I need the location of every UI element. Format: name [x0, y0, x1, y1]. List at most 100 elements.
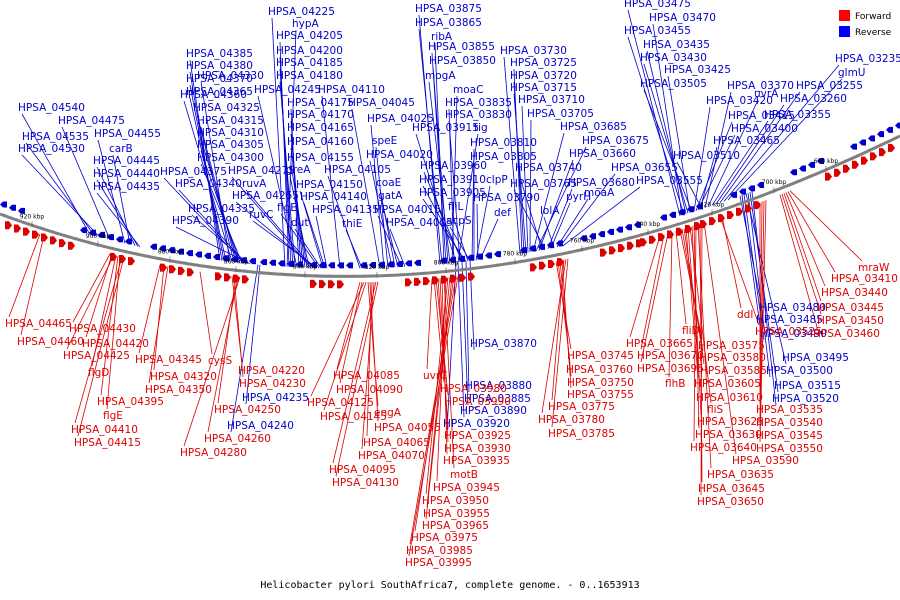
forward-gene-mark: [441, 275, 448, 284]
scale-tick-label: 880 kbp: [158, 249, 183, 256]
reverse-gene-label: clpP: [486, 174, 508, 186]
reverse-leader-line: [535, 146, 587, 252]
forward-leader-line: [759, 200, 765, 430]
forward-leader-line: [217, 276, 237, 404]
forward-gene-label: HPSA_03450: [817, 315, 884, 327]
reverse-leader-line: [61, 126, 111, 241]
reverse-gene-mark: [485, 252, 492, 259]
forward-gene-mark: [879, 148, 886, 157]
reverse-gene-label: HPSA_04445: [93, 155, 160, 167]
forward-leader-line: [336, 282, 361, 370]
reverse-leader-line: [200, 163, 243, 264]
reverse-gene-mark: [80, 227, 87, 234]
reverse-leader-line: [676, 161, 703, 209]
reverse-gene-label: HPSA_04180: [276, 70, 343, 82]
reverse-gene-label: HPSA_04360: [180, 89, 247, 101]
reverse-leader-line: [448, 120, 461, 263]
reverse-gene-label: HPSA_04165: [287, 122, 354, 134]
forward-gene-mark: [68, 241, 75, 250]
forward-gene-mark: [548, 259, 555, 268]
reverse-leader-line: [465, 261, 470, 393]
forward-gene-mark: [618, 244, 625, 253]
reverse-gene-mark: [449, 256, 456, 263]
reverse-leader-line: [719, 91, 801, 203]
forward-gene-mark: [727, 210, 734, 219]
reverse-leader-line: [559, 173, 616, 247]
reverse-leader-line: [727, 78, 843, 201]
reverse-gene-mark: [476, 253, 483, 260]
forward-gene-mark: [649, 235, 656, 244]
forward-gene-mark: [609, 246, 616, 255]
forward-gene-label: HPSA_04350: [145, 384, 212, 396]
reverse-leader-line: [547, 188, 573, 249]
reverse-leader-line: [321, 95, 341, 269]
forward-gene-label: HPSA_03665: [626, 338, 693, 350]
forward-leader-line: [443, 277, 455, 469]
forward-leader-line: [335, 281, 379, 477]
forward-gene-mark: [110, 252, 117, 261]
reverse-leader-line: [521, 105, 529, 253]
forward-gene-label: HPSA_03955: [423, 508, 490, 520]
forward-gene-label: HPSA_04095: [329, 464, 396, 476]
forward-leader-line: [759, 201, 763, 417]
reverse-gene-label: HPSA_03905: [419, 187, 486, 199]
forward-leader-line: [551, 258, 569, 428]
reverse-gene-label: gatA: [378, 190, 403, 202]
reverse-gene-label: HPSA_03685: [560, 121, 627, 133]
reverse-leader-line: [513, 81, 525, 254]
reverse-leader-line: [289, 175, 310, 268]
reverse-gene-label: HPSA_04310: [197, 127, 264, 139]
reverse-gene-mark: [790, 169, 797, 176]
forward-gene-mark: [14, 224, 21, 233]
reverse-leader-line: [178, 189, 247, 264]
reverse-leader-line: [449, 226, 471, 262]
forward-gene-label: HPSA_03575: [698, 340, 765, 352]
reverse-leader-line: [741, 194, 761, 327]
forward-leader-line: [779, 194, 818, 328]
reverse-gene-label: pyrH: [566, 191, 591, 203]
forward-leader-line: [74, 256, 123, 424]
figure-caption: Helicobacter pylori SouthAfrica7, comple…: [260, 580, 639, 591]
reverse-leader-line: [745, 193, 787, 365]
forward-leader-line: [687, 227, 701, 392]
reverse-gene-label: HPSA_04375: [160, 166, 227, 178]
reverse-gene-mark: [547, 242, 554, 249]
reverse-leader-line: [381, 201, 399, 268]
reverse-gene-label: HPSA_03810: [470, 137, 537, 149]
reverse-gene-label: HPSA_03480: [759, 302, 826, 314]
reverse-gene-mark: [9, 204, 16, 211]
reverse-leader-line: [189, 97, 227, 262]
reverse-leader-line: [643, 63, 689, 214]
reverse-gene-label: HPSA_03910: [419, 174, 486, 186]
forward-gene-label: HPSA_04320: [150, 371, 217, 383]
reverse-gene-label: HPSA_03500: [766, 365, 833, 377]
reverse-leader-line: [529, 119, 532, 253]
reverse-leader-line: [257, 95, 298, 268]
reverse-gene-mark: [260, 259, 267, 266]
forward-gene-mark: [432, 276, 439, 285]
forward-gene-label: HPSA_04130: [332, 477, 399, 489]
reverse-gene-mark: [687, 206, 694, 213]
reverse-leader-line: [751, 191, 777, 406]
forward-gene-label: HPSA_04430: [69, 323, 136, 335]
reverse-gene-mark: [150, 243, 157, 250]
forward-gene-label: HPSA_03540: [756, 417, 823, 429]
legend: Forward Reverse: [839, 10, 892, 38]
reverse-gene-label: HPSA_03740: [515, 162, 582, 174]
reverse-leader-line: [550, 202, 571, 249]
reverse-leader-line: [693, 106, 711, 212]
reverse-leader-line: [245, 264, 261, 405]
reverse-leader-line: [279, 81, 296, 268]
reverse-leader-line: [280, 213, 320, 269]
forward-gene-mark: [319, 280, 326, 289]
forward-gene-label: HPSA_03975: [411, 532, 478, 544]
reverse-leader-line: [513, 189, 546, 250]
forward-gene-mark: [169, 265, 176, 274]
forward-gene-label: HPSA_04250: [214, 404, 281, 416]
forward-gene-label: HPSA_03750: [567, 377, 634, 389]
reverse-gene-label: dut: [291, 217, 308, 229]
forward-gene-mark: [852, 160, 859, 169]
forward-gene-mark: [119, 255, 126, 264]
forward-leader-line: [339, 282, 363, 384]
reverse-leader-line: [627, 36, 685, 215]
